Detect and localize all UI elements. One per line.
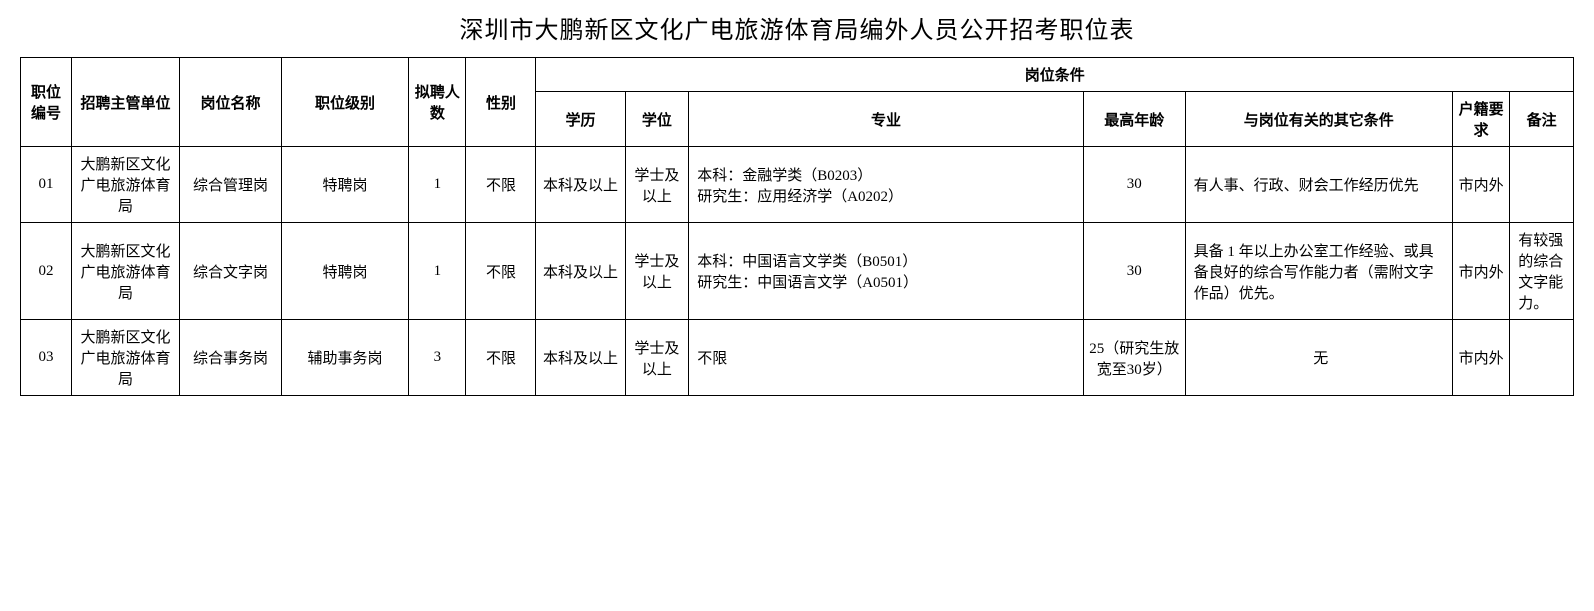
- cell-note: [1510, 320, 1574, 396]
- cell-degree: 学士及以上: [625, 320, 689, 396]
- cell-huji: 市内外: [1452, 147, 1509, 223]
- header-level: 职位级别: [281, 58, 408, 147]
- cell-dept: 大鹏新区文化广电旅游体育局: [71, 147, 179, 223]
- page-title: 深圳市大鹏新区文化广电旅游体育局编外人员公开招考职位表: [20, 10, 1574, 45]
- cell-level: 辅助事务岗: [281, 320, 408, 396]
- cell-count: 1: [409, 147, 466, 223]
- header-count: 拟聘人数: [409, 58, 466, 147]
- positions-table: 职位编号 招聘主管单位 岗位名称 职位级别 拟聘人数 性别 岗位条件 学历 学位…: [20, 57, 1574, 396]
- table-row: 02大鹏新区文化广电旅游体育局综合文字岗特聘岗1不限本科及以上学士及以上本科：中…: [21, 223, 1574, 320]
- cell-dept: 大鹏新区文化广电旅游体育局: [71, 320, 179, 396]
- header-gender: 性别: [466, 58, 536, 147]
- cell-dept: 大鹏新区文化广电旅游体育局: [71, 223, 179, 320]
- header-edu: 学历: [536, 92, 625, 147]
- header-huji: 户籍要求: [1452, 92, 1509, 147]
- cell-gender: 不限: [466, 223, 536, 320]
- cell-edu: 本科及以上: [536, 223, 625, 320]
- cell-note: 有较强的综合文字能力。: [1510, 223, 1574, 320]
- cell-age: 30: [1083, 223, 1185, 320]
- cell-id: 02: [21, 223, 72, 320]
- cell-degree: 学士及以上: [625, 223, 689, 320]
- cell-other: 具备 1 年以上办公室工作经验、或具备良好的综合写作能力者（需附文字作品）优先。: [1185, 223, 1452, 320]
- cell-edu: 本科及以上: [536, 320, 625, 396]
- cell-huji: 市内外: [1452, 223, 1509, 320]
- cell-count: 1: [409, 223, 466, 320]
- table-row: 01大鹏新区文化广电旅游体育局综合管理岗特聘岗1不限本科及以上学士及以上本科：金…: [21, 147, 1574, 223]
- cell-id: 03: [21, 320, 72, 396]
- cell-major: 不限: [689, 320, 1084, 396]
- cell-level: 特聘岗: [281, 223, 408, 320]
- header-pos: 岗位名称: [180, 58, 282, 147]
- header-note: 备注: [1510, 92, 1574, 147]
- cell-huji: 市内外: [1452, 320, 1509, 396]
- header-degree: 学位: [625, 92, 689, 147]
- cell-id: 01: [21, 147, 72, 223]
- cell-other: 无: [1185, 320, 1452, 396]
- header-dept: 招聘主管单位: [71, 58, 179, 147]
- cell-other: 有人事、行政、财会工作经历优先: [1185, 147, 1452, 223]
- cell-gender: 不限: [466, 147, 536, 223]
- cell-pos: 综合事务岗: [180, 320, 282, 396]
- header-age: 最高年龄: [1083, 92, 1185, 147]
- cell-level: 特聘岗: [281, 147, 408, 223]
- cell-note: [1510, 147, 1574, 223]
- header-group: 岗位条件: [536, 58, 1574, 92]
- cell-pos: 综合文字岗: [180, 223, 282, 320]
- cell-major: 本科：金融学类（B0203）研究生：应用经济学（A0202）: [689, 147, 1084, 223]
- cell-gender: 不限: [466, 320, 536, 396]
- cell-age: 30: [1083, 147, 1185, 223]
- table-row: 03大鹏新区文化广电旅游体育局综合事务岗辅助事务岗3不限本科及以上学士及以上不限…: [21, 320, 1574, 396]
- cell-major: 本科：中国语言文学类（B0501）研究生：中国语言文学（A0501）: [689, 223, 1084, 320]
- cell-age: 25（研究生放宽至30岁）: [1083, 320, 1185, 396]
- cell-edu: 本科及以上: [536, 147, 625, 223]
- header-other: 与岗位有关的其它条件: [1185, 92, 1452, 147]
- cell-degree: 学士及以上: [625, 147, 689, 223]
- header-id: 职位编号: [21, 58, 72, 147]
- cell-pos: 综合管理岗: [180, 147, 282, 223]
- cell-count: 3: [409, 320, 466, 396]
- header-major: 专业: [689, 92, 1084, 147]
